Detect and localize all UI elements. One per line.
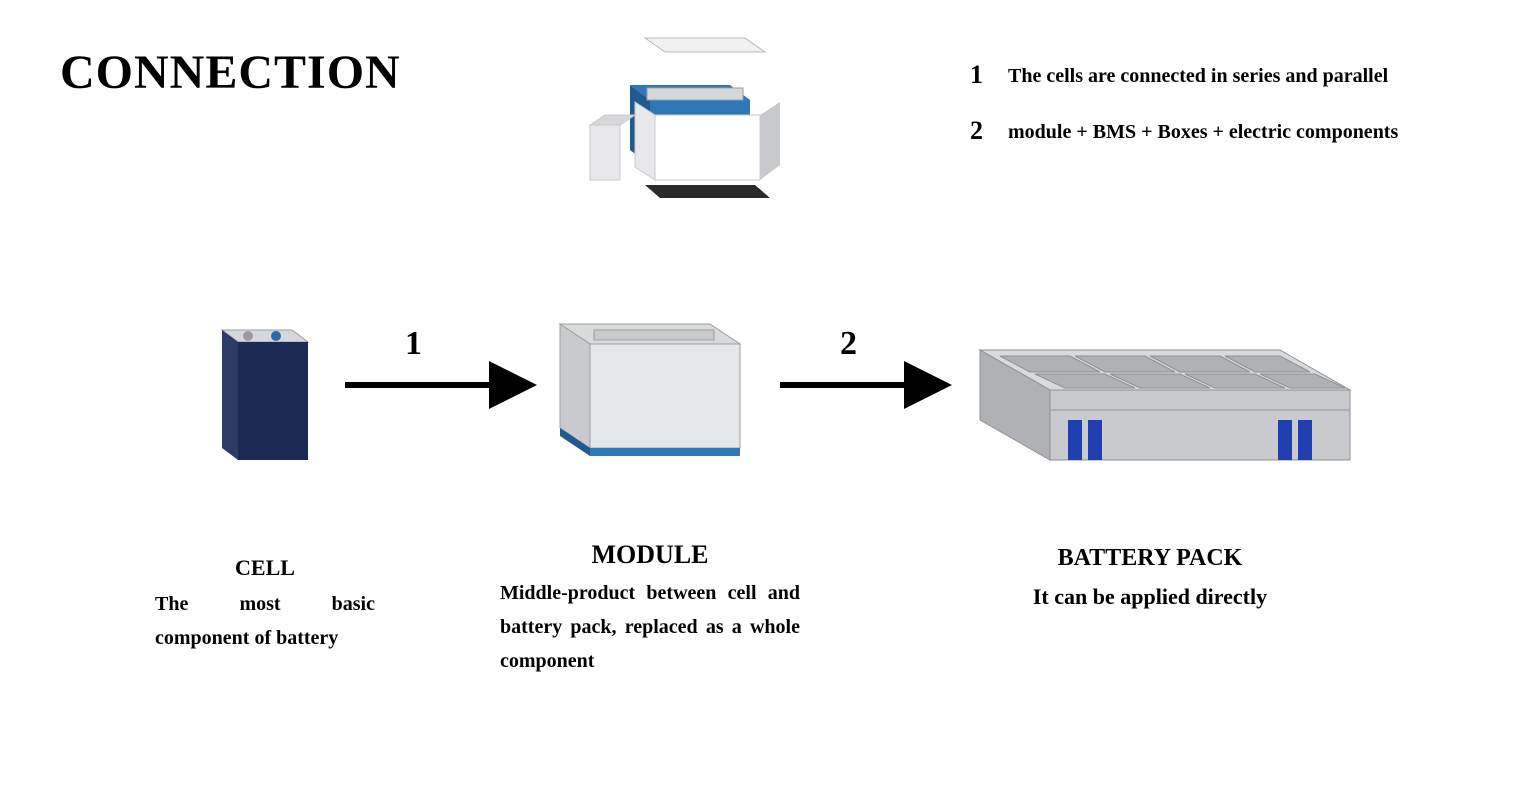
cell-label-block: CELL The most basic component of battery <box>155 555 375 655</box>
pack-label-block: BATTERY PACK It can be applied directly <box>970 545 1330 615</box>
pack-description: It can be applied directly <box>970 578 1330 615</box>
pack-title: BATTERY PACK <box>970 545 1330 572</box>
module-label-block: MODULE Middle-product between cell and b… <box>500 540 800 678</box>
cell-title: CELL <box>155 555 375 581</box>
module-title: MODULE <box>500 540 800 570</box>
module-description: Middle-product between cell and battery … <box>500 576 800 678</box>
arrow-label-2: 2 <box>840 325 857 363</box>
arrow-label-1: 1 <box>405 325 422 363</box>
cell-description: The most basic component of battery <box>155 587 375 655</box>
flow-arrows <box>0 0 1530 800</box>
